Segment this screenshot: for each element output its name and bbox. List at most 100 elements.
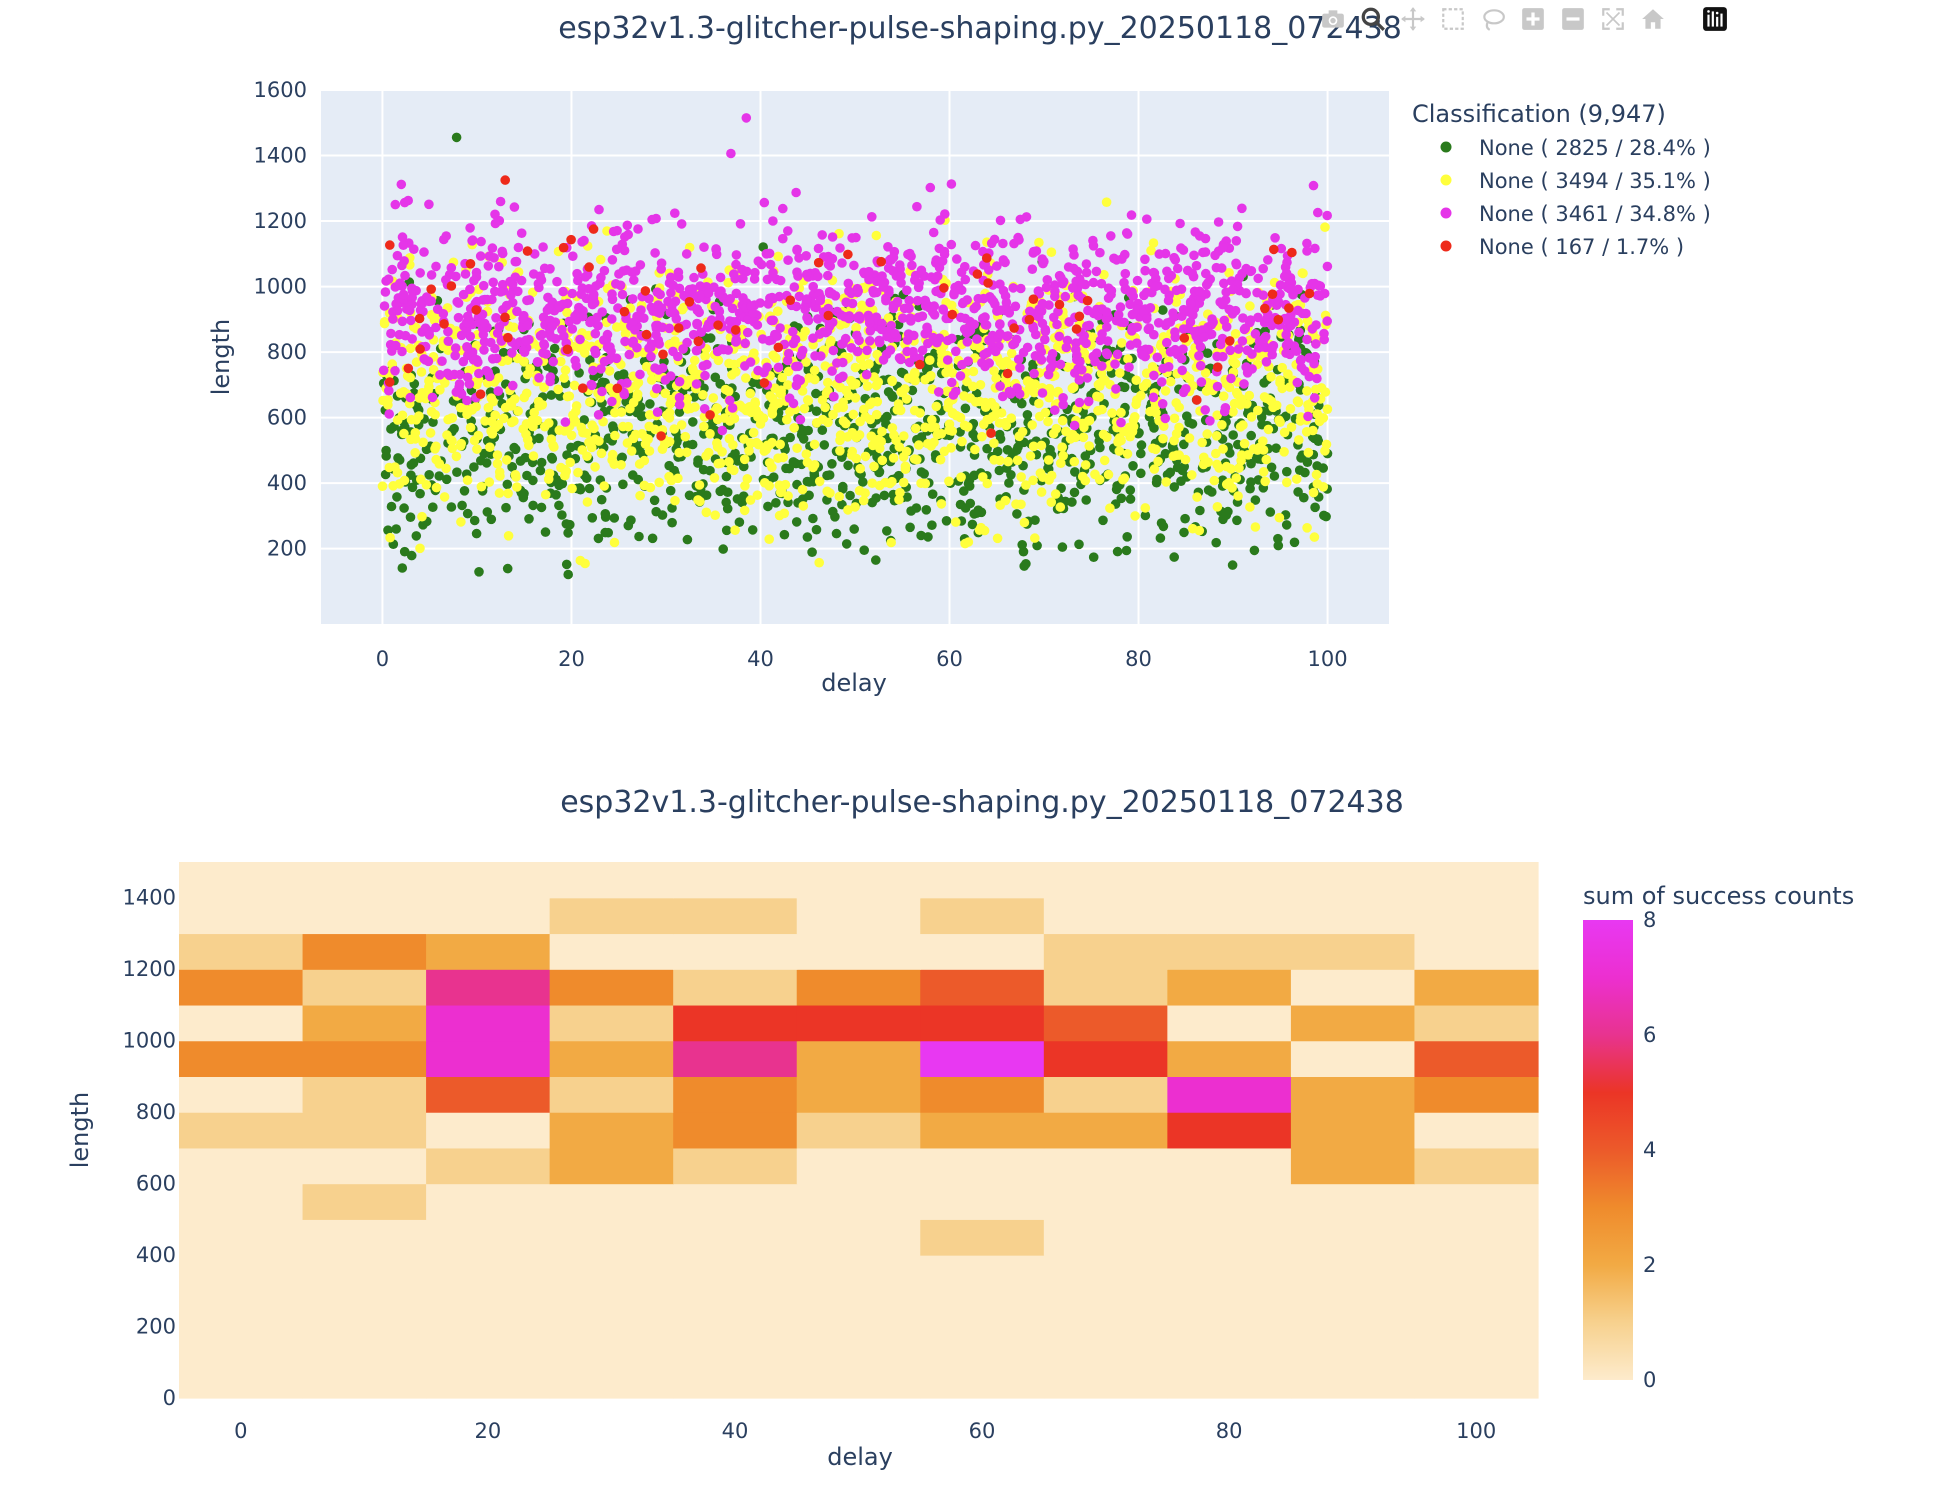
legend-item[interactable]: None ( 2825 / 28.4% ) [1440, 136, 1711, 160]
heatmap-cell[interactable] [920, 1362, 1045, 1399]
heatmap-cell[interactable] [1290, 1112, 1416, 1149]
heatmap-cell[interactable] [179, 1362, 304, 1399]
heatmap-cell[interactable] [673, 1290, 798, 1328]
heatmap-cell[interactable] [302, 1362, 427, 1399]
heatmap-cell[interactable] [1167, 1326, 1292, 1363]
plotly-logo-icon[interactable] [1700, 4, 1730, 34]
heatmap-cell[interactable] [673, 969, 798, 1006]
heatmap-cell[interactable] [1414, 1255, 1539, 1292]
heatmap-cell[interactable] [179, 897, 304, 935]
heatmap-cell[interactable] [426, 1076, 551, 1113]
heatmap-cell[interactable] [796, 1076, 921, 1113]
heatmap-cell[interactable] [796, 897, 921, 935]
heatmap-cell[interactable] [1167, 933, 1292, 970]
heatmap-cell[interactable] [549, 1112, 674, 1149]
heatmap-cell[interactable] [1167, 1040, 1292, 1077]
heatmap-cell[interactable] [796, 1112, 921, 1149]
heatmap-cell[interactable] [179, 1004, 304, 1042]
heatmap-cell[interactable] [549, 1040, 674, 1077]
heatmap-cell[interactable] [1290, 1076, 1416, 1113]
heatmap-cell[interactable] [1290, 933, 1416, 970]
heatmap-cell[interactable] [549, 969, 674, 1006]
heatmap-cell[interactable] [549, 1004, 674, 1042]
heatmap-cell[interactable] [426, 1326, 551, 1363]
heatmap-cell[interactable] [1167, 1219, 1292, 1256]
heatmap-cell[interactable] [1167, 1004, 1292, 1042]
heatmap-cell[interactable] [1043, 1290, 1168, 1328]
heatmap-cell[interactable] [673, 862, 798, 899]
heatmap-cell[interactable] [179, 969, 304, 1006]
heatmap-cell[interactable] [1290, 1183, 1416, 1220]
heatmap-cell[interactable] [1043, 1147, 1168, 1185]
heatmap-cell[interactable] [796, 933, 921, 970]
heatmap-cell[interactable] [673, 1362, 798, 1399]
heatmap-cell[interactable] [426, 862, 551, 899]
heatmap-cell[interactable] [1167, 1076, 1292, 1113]
scatter-plot-area[interactable] [321, 90, 1389, 624]
heatmap-cell[interactable] [920, 969, 1045, 1006]
heatmap-cell[interactable] [179, 1183, 304, 1220]
heatmap-cell[interactable] [1167, 1255, 1292, 1292]
heatmap-cell[interactable] [1290, 1255, 1416, 1292]
heatmap-cell[interactable] [1167, 1183, 1292, 1220]
heatmap-cell[interactable] [1290, 1290, 1416, 1328]
heatmap-cell[interactable] [1167, 1147, 1292, 1185]
heatmap-cell[interactable] [1043, 1076, 1168, 1113]
heatmap-cell[interactable] [920, 1219, 1045, 1256]
heatmap-cell[interactable] [1414, 897, 1539, 935]
heatmap-cell[interactable] [426, 933, 551, 970]
heatmap-cell[interactable] [1043, 1040, 1168, 1077]
heatmap-cell[interactable] [796, 1147, 921, 1185]
heatmap-cell[interactable] [1043, 1183, 1168, 1220]
heatmap-cell[interactable] [673, 1004, 798, 1042]
heatmap-cell[interactable] [1043, 1362, 1168, 1399]
heatmap-cell[interactable] [796, 862, 921, 899]
heatmap-cell[interactable] [426, 1040, 551, 1077]
heatmap-cell[interactable] [1290, 1362, 1416, 1399]
heatmap-cell[interactable] [673, 1040, 798, 1077]
heatmap-cell[interactable] [920, 897, 1045, 935]
heatmap-cell[interactable] [302, 1040, 427, 1077]
heatmap-cell[interactable] [920, 1147, 1045, 1185]
heatmap-cell[interactable] [426, 897, 551, 935]
heatmap-cell[interactable] [1290, 1219, 1416, 1256]
zoom-out-icon[interactable] [1558, 4, 1588, 34]
heatmap-cell[interactable] [796, 1040, 921, 1077]
heatmap-cell[interactable] [1414, 1326, 1539, 1363]
heatmap-cell[interactable] [920, 1290, 1045, 1328]
box-select-icon[interactable] [1438, 4, 1468, 34]
heatmap-cell[interactable] [920, 1183, 1045, 1220]
heatmap-cell[interactable] [920, 1076, 1045, 1113]
heatmap-cell[interactable] [1414, 1076, 1539, 1113]
heatmap-cell[interactable] [426, 1112, 551, 1149]
heatmap-cell[interactable] [1043, 1112, 1168, 1149]
heatmap-cell[interactable] [1414, 1004, 1539, 1042]
heatmap-cell[interactable] [302, 933, 427, 970]
heatmap-cell[interactable] [920, 1040, 1045, 1077]
heatmap-cell[interactable] [920, 1255, 1045, 1292]
heatmap-cell[interactable] [673, 1183, 798, 1220]
heatmap-cell[interactable] [673, 1255, 798, 1292]
heatmap-cell[interactable] [302, 1112, 427, 1149]
heatmap-cell[interactable] [1290, 969, 1416, 1006]
heatmap-cell[interactable] [1043, 897, 1168, 935]
camera-icon[interactable] [1318, 4, 1348, 34]
home-icon[interactable] [1638, 4, 1668, 34]
heatmap-cell[interactable] [302, 862, 427, 899]
heatmap-cell[interactable] [796, 1255, 921, 1292]
heatmap-cell[interactable] [302, 1255, 427, 1292]
heatmap-cell[interactable] [426, 1183, 551, 1220]
heatmap-cell[interactable] [673, 1147, 798, 1185]
zoom-icon[interactable] [1358, 4, 1388, 34]
heatmap-cell[interactable] [920, 1004, 1045, 1042]
heatmap-cell[interactable] [302, 1147, 427, 1185]
heatmap-cell[interactable] [549, 1219, 674, 1256]
heatmap-cell[interactable] [426, 1147, 551, 1185]
heatmap-cell[interactable] [1167, 1362, 1292, 1399]
heatmap-cell[interactable] [920, 862, 1045, 899]
heatmap-cell[interactable] [1414, 933, 1539, 970]
heatmap-cell[interactable] [1414, 1040, 1539, 1077]
heatmap-cell[interactable] [426, 1362, 551, 1399]
heatmap-cell[interactable] [920, 1112, 1045, 1149]
heatmap-cell[interactable] [302, 1183, 427, 1220]
